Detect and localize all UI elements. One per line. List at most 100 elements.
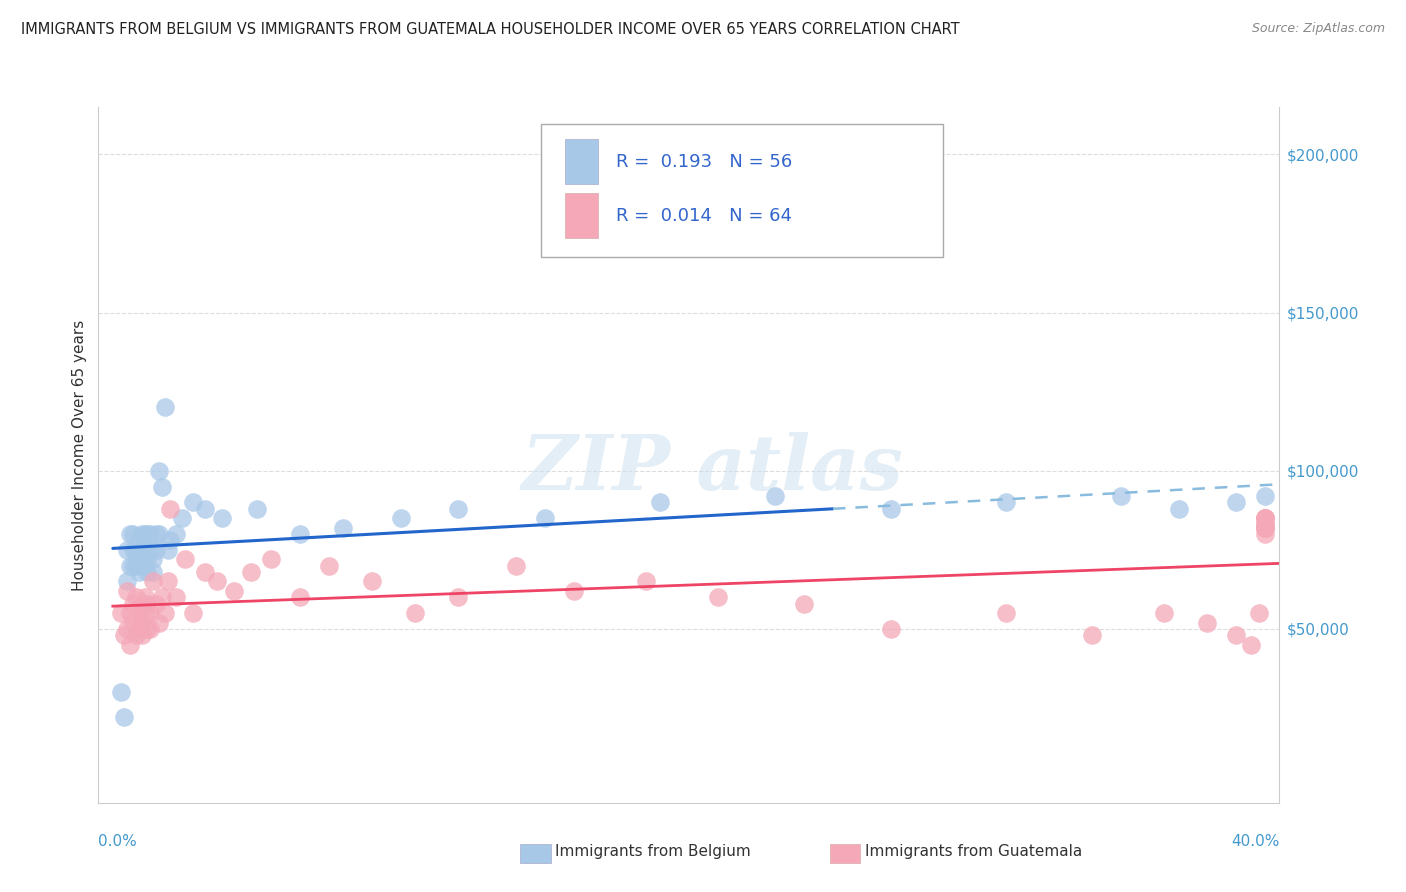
Point <box>122 558 145 573</box>
Point <box>1254 527 1277 541</box>
Point <box>634 574 657 589</box>
Point <box>110 685 132 699</box>
Point <box>131 527 153 541</box>
Point <box>562 583 585 598</box>
Point <box>131 542 153 557</box>
Point <box>128 552 150 566</box>
Point <box>1197 615 1219 630</box>
Point <box>139 527 162 541</box>
Point <box>1254 517 1277 532</box>
Point <box>136 622 159 636</box>
Point <box>148 615 170 630</box>
Point <box>1109 489 1132 503</box>
Point <box>122 615 145 630</box>
Point <box>194 501 217 516</box>
Point <box>148 527 170 541</box>
Point <box>125 591 148 605</box>
Text: 0.0%: 0.0% <box>98 834 138 849</box>
Point <box>122 542 145 557</box>
Point <box>288 527 311 541</box>
Text: R =  0.193   N = 56: R = 0.193 N = 56 <box>616 153 792 170</box>
Text: R =  0.014   N = 64: R = 0.014 N = 64 <box>616 207 792 225</box>
Point <box>404 606 426 620</box>
Point <box>211 511 233 525</box>
Point <box>110 606 132 620</box>
Point <box>1167 501 1189 516</box>
Point <box>134 527 156 541</box>
Text: Immigrants from Belgium: Immigrants from Belgium <box>555 845 751 859</box>
Point <box>134 542 156 557</box>
Point <box>1081 628 1104 642</box>
Point <box>288 591 311 605</box>
Point <box>447 591 470 605</box>
Point <box>112 710 135 724</box>
Y-axis label: Householder Income Over 65 years: Householder Income Over 65 years <box>72 319 87 591</box>
Point <box>994 495 1017 509</box>
Point <box>150 591 173 605</box>
Point <box>139 542 162 557</box>
Point <box>1225 495 1247 509</box>
Point <box>128 533 150 548</box>
Point <box>1254 511 1277 525</box>
Point <box>125 542 148 557</box>
Point <box>159 533 181 548</box>
Point <box>173 552 195 566</box>
Point <box>879 622 901 636</box>
Point <box>136 565 159 579</box>
Text: Source: ZipAtlas.com: Source: ZipAtlas.com <box>1251 22 1385 36</box>
Point <box>142 565 165 579</box>
Point <box>122 527 145 541</box>
Point <box>115 574 138 589</box>
Point <box>139 622 162 636</box>
Point <box>145 542 167 557</box>
Point <box>706 591 728 605</box>
Point <box>194 565 217 579</box>
Point <box>170 511 193 525</box>
Point <box>134 591 156 605</box>
Point <box>125 628 148 642</box>
Point <box>763 489 786 503</box>
Point <box>361 574 384 589</box>
Point <box>1153 606 1175 620</box>
Point <box>205 574 228 589</box>
Point <box>1254 489 1277 503</box>
Point <box>1254 511 1277 525</box>
Point <box>183 495 205 509</box>
Text: 40.0%: 40.0% <box>1232 834 1279 849</box>
Point <box>1240 638 1263 652</box>
Point <box>534 511 557 525</box>
Point <box>134 558 156 573</box>
Point <box>115 542 138 557</box>
Point <box>128 622 150 636</box>
Point <box>1249 606 1271 620</box>
Point <box>389 511 412 525</box>
Point <box>222 583 245 598</box>
Bar <box>565 193 598 238</box>
Point <box>120 527 142 541</box>
Point <box>505 558 527 573</box>
Point <box>131 558 153 573</box>
Point <box>136 597 159 611</box>
Point <box>156 542 179 557</box>
Point <box>128 606 150 620</box>
Point <box>153 401 176 415</box>
Point <box>120 638 142 652</box>
Point <box>139 606 162 620</box>
Point <box>131 615 153 630</box>
Point <box>136 527 159 541</box>
Point <box>115 622 138 636</box>
Point <box>447 501 470 516</box>
Point <box>150 479 173 493</box>
Point <box>145 527 167 541</box>
Point <box>142 552 165 566</box>
Point <box>1254 521 1277 535</box>
Point <box>134 606 156 620</box>
Point <box>128 565 150 579</box>
Point <box>1254 511 1277 525</box>
Point <box>148 464 170 478</box>
Point <box>879 501 901 516</box>
Point <box>125 542 148 557</box>
Point <box>125 558 148 573</box>
Point <box>153 606 176 620</box>
Point <box>246 501 269 516</box>
